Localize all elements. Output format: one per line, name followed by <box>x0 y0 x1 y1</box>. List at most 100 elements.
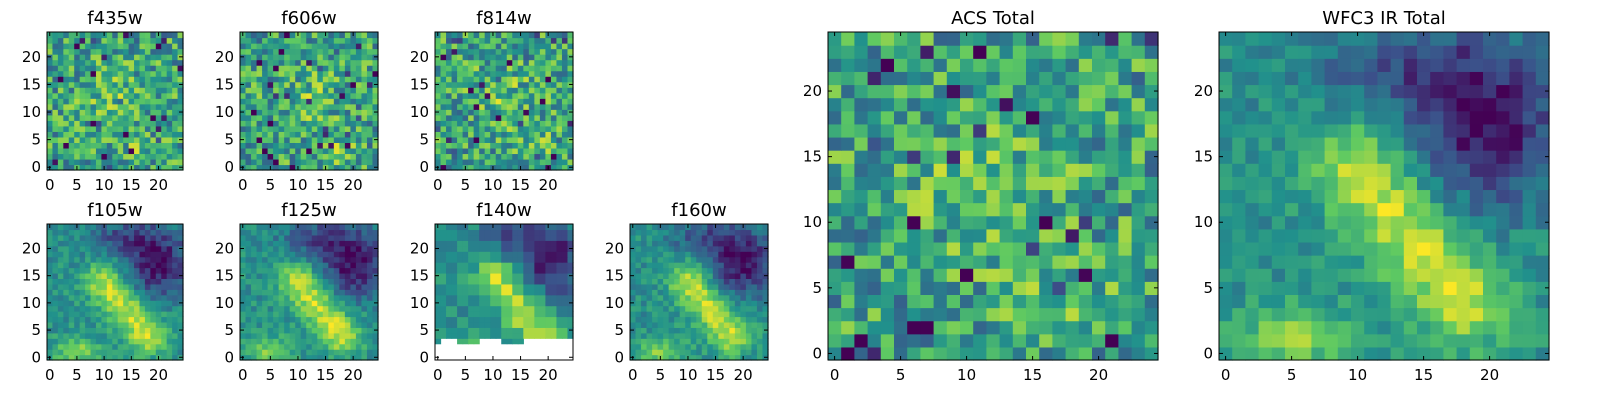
heatmap-cell <box>567 70 574 77</box>
heatmap-cell <box>528 136 535 143</box>
heatmap-cell <box>440 125 447 132</box>
heatmap-cell <box>663 283 670 290</box>
heatmap-cell <box>106 272 113 279</box>
heatmap-cell <box>333 92 340 99</box>
heatmap-cell <box>512 311 519 318</box>
heatmap-cell <box>446 48 453 55</box>
heatmap-cell <box>172 158 179 166</box>
heatmap-cell <box>841 215 855 230</box>
heatmap-cell <box>172 70 179 77</box>
heatmap-cell <box>907 136 921 151</box>
heatmap-cell <box>960 123 974 138</box>
heatmap-cell <box>756 327 764 334</box>
heatmap-cell <box>663 262 670 269</box>
heatmap-cell <box>523 136 530 143</box>
heatmap-cell <box>707 321 714 328</box>
heatmap-cell <box>251 76 258 83</box>
y-tick-label: 5 <box>224 131 234 149</box>
heatmap-cell <box>256 87 263 94</box>
heatmap-cell <box>446 76 453 83</box>
heatmap-cell <box>52 267 59 274</box>
heatmap-cell <box>240 294 247 301</box>
heatmap-cell <box>333 32 340 39</box>
heatmap-cell <box>473 120 480 127</box>
heatmap-cell <box>155 48 162 55</box>
heatmap-cell <box>534 332 541 339</box>
heatmap-cell <box>468 153 475 160</box>
heatmap-cell <box>641 327 648 334</box>
heatmap-cell <box>512 305 519 312</box>
heatmap-cell <box>150 59 157 66</box>
heatmap-cell <box>894 268 908 282</box>
heatmap-cell <box>517 59 524 66</box>
heatmap-cell <box>311 142 318 149</box>
heatmap-cell <box>920 268 935 282</box>
heatmap-cell <box>95 262 102 269</box>
heatmap-cell <box>144 131 151 138</box>
heatmap-cell <box>262 316 269 323</box>
heatmap-cell <box>534 109 541 116</box>
heatmap-cell <box>490 87 497 94</box>
heatmap-cell <box>317 70 324 77</box>
heatmap-cell <box>1026 346 1040 361</box>
heatmap-cell <box>446 332 453 339</box>
heatmap-cell <box>933 333 948 348</box>
heatmap-cell <box>106 48 113 55</box>
heatmap-cell <box>468 114 475 121</box>
heatmap-cell <box>139 142 146 149</box>
heatmap-cell <box>251 338 258 345</box>
heatmap-cell <box>696 234 703 241</box>
heatmap-cell <box>161 81 168 88</box>
heatmap-cell <box>172 283 179 290</box>
heatmap-cell <box>47 103 54 110</box>
heatmap-cell <box>134 305 141 312</box>
heatmap-cell <box>144 354 151 361</box>
heatmap-cell <box>668 327 675 334</box>
heatmap-cell <box>139 300 146 307</box>
heatmap-cell <box>295 131 302 138</box>
heatmap-cell <box>440 59 447 66</box>
heatmap-cell <box>440 224 447 231</box>
heatmap-cell <box>144 136 151 143</box>
heatmap-cell <box>245 289 252 296</box>
heatmap-cell <box>161 131 168 138</box>
heatmap-cell <box>1092 150 1106 164</box>
heatmap-cell <box>545 48 552 55</box>
heatmap-cell <box>723 300 730 307</box>
heatmap-cell <box>328 125 335 132</box>
heatmap-cell <box>245 76 252 83</box>
heatmap-cell <box>652 267 659 274</box>
heatmap-cell <box>306 332 313 339</box>
heatmap-cell <box>262 327 269 334</box>
heatmap-cell <box>240 316 247 323</box>
heatmap-cell <box>740 305 747 312</box>
heatmap-cell <box>355 158 363 166</box>
heatmap-cell <box>495 305 502 312</box>
heatmap-cell <box>350 278 357 285</box>
heatmap-cell <box>306 142 313 149</box>
heatmap-cell <box>479 81 486 88</box>
heatmap-cell <box>52 251 59 258</box>
heatmap-cell <box>361 311 368 318</box>
heatmap-cell <box>278 283 285 290</box>
heatmap-cell <box>630 321 637 328</box>
heatmap-cell <box>528 37 535 44</box>
heatmap-cells <box>630 224 769 361</box>
heatmap-cell <box>723 283 730 290</box>
heatmap-cell <box>267 120 274 127</box>
heatmap-cell <box>696 338 703 345</box>
heatmap-cell <box>52 81 59 88</box>
heatmap-cell <box>68 103 75 110</box>
heatmap-cell <box>635 283 642 290</box>
heatmap-cell <box>550 48 558 55</box>
heatmap-cell <box>166 283 173 290</box>
heatmap-cell <box>523 251 530 258</box>
heatmap-cell <box>289 59 296 66</box>
heatmap-cell <box>361 70 368 77</box>
heatmap-cell <box>361 98 368 105</box>
heatmap-cell <box>685 349 692 356</box>
heatmap-cell <box>723 316 730 323</box>
heatmap-cell <box>267 327 274 334</box>
heatmap-cell <box>679 321 686 328</box>
heatmap-cell <box>973 150 987 164</box>
